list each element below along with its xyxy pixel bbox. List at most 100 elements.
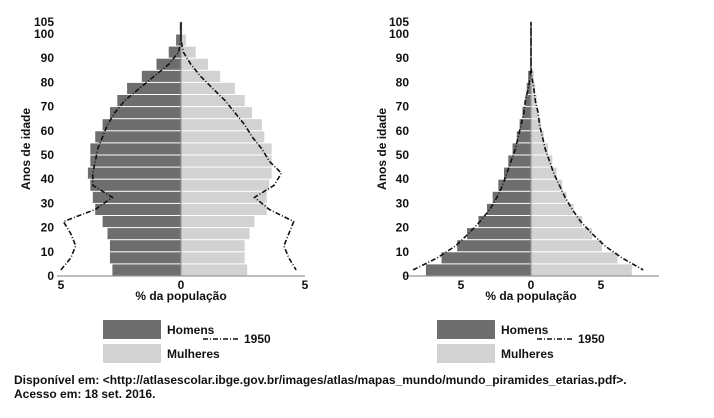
bar-men-25-29	[486, 203, 531, 215]
bar-women-95-99	[181, 34, 186, 46]
y-tick-label-60: 60	[396, 124, 410, 138]
bar-men-80-84	[528, 70, 531, 82]
y-tick-label-30: 30	[41, 196, 55, 210]
legend-label-1950: 1950	[244, 332, 271, 346]
bar-women-65-69	[531, 107, 539, 119]
bar-men-20-24	[102, 216, 181, 228]
series-line-1950	[412, 21, 644, 271]
y-tick-label-10: 10	[396, 245, 410, 259]
bar-men-30-34	[92, 191, 181, 203]
y-tick-label-90: 90	[396, 51, 410, 65]
y-axis-label: Anos de idade	[375, 108, 389, 190]
legend-label-1950: 1950	[578, 332, 605, 346]
bar-men-0-4	[112, 264, 181, 276]
bar-women-75-79	[181, 82, 235, 94]
bar-men-10-14	[109, 240, 181, 252]
x-tick-label-2: 5	[302, 278, 309, 292]
x-tick-label-0: 5	[58, 278, 65, 292]
legend-right: Homens Mulheres 1950	[437, 320, 657, 366]
bar-men-40-44	[504, 167, 531, 179]
bar-women-55-59	[181, 131, 265, 143]
y-tick-label-50: 50	[396, 148, 410, 162]
bar-men-30-34	[492, 191, 531, 203]
y-tick-label-0: 0	[402, 269, 409, 283]
source-citation: Disponível em: <http://atlasescolar.ibge…	[14, 373, 627, 401]
bar-men-95-99	[176, 34, 181, 46]
bar-men-70-74	[525, 95, 531, 107]
bar-men-45-49	[508, 155, 531, 167]
bar-women-10-14	[181, 240, 245, 252]
bar-men-50-54	[90, 143, 181, 155]
legend-left: Homens Mulheres 1950	[103, 320, 323, 366]
bar-men-15-19	[107, 228, 181, 240]
legend-swatch-men	[103, 320, 161, 339]
bar-women-60-64	[531, 119, 541, 131]
bar-men-40-44	[87, 167, 181, 179]
bar-women-15-19	[181, 228, 250, 240]
y-tick-label-105: 105	[389, 15, 409, 29]
bar-men-65-69	[109, 107, 181, 119]
source-access-date: Acesso em: 18 set. 2016.	[14, 387, 156, 401]
bar-men-35-39	[90, 179, 181, 191]
legend-label-men: Homens	[501, 323, 549, 337]
bar-men-50-54	[512, 143, 531, 155]
y-tick-label-90: 90	[41, 51, 55, 65]
bar-men-55-59	[95, 131, 181, 143]
y-tick-label-40: 40	[396, 172, 410, 186]
y-tick-label-20: 20	[396, 221, 410, 235]
y-tick-label-100: 100	[389, 27, 409, 41]
bar-men-5-9	[441, 252, 531, 264]
bar-men-10-14	[457, 240, 531, 252]
legend-line-1950	[203, 338, 239, 340]
bar-women-0-4	[531, 264, 632, 276]
y-tick-label-60: 60	[41, 124, 55, 138]
bar-women-25-29	[531, 203, 574, 215]
bar-women-35-39	[531, 179, 563, 191]
bar-men-75-79	[526, 82, 531, 94]
bar-women-15-19	[531, 228, 593, 240]
bar-women-50-54	[181, 143, 272, 155]
bar-women-70-74	[181, 95, 245, 107]
bar-women-40-44	[181, 167, 272, 179]
bar-women-20-24	[531, 216, 583, 228]
bar-women-40-44	[531, 167, 557, 179]
bar-women-45-49	[181, 155, 272, 167]
bar-women-70-74	[531, 95, 537, 107]
y-tick-label-70: 70	[41, 100, 55, 114]
bar-women-25-29	[181, 203, 267, 215]
y-tick-label-30: 30	[396, 196, 410, 210]
bar-women-50-54	[531, 143, 549, 155]
y-tick-label-10: 10	[41, 245, 55, 259]
bar-men-15-19	[467, 228, 531, 240]
bar-women-60-64	[181, 119, 262, 131]
x-axis-label: % da população	[485, 289, 576, 303]
bar-women-55-59	[531, 131, 544, 143]
bar-women-30-34	[181, 191, 267, 203]
y-axis-label: Anos de idade	[19, 108, 33, 190]
x-axis-label: % da população	[135, 289, 226, 303]
series-line-1950	[60, 21, 297, 271]
bar-men-0-4	[425, 264, 531, 276]
bar-women-0-4	[181, 264, 248, 276]
y-tick-label-20: 20	[41, 221, 55, 235]
y-tick-label-80: 80	[41, 75, 55, 89]
y-tick-label-50: 50	[41, 148, 55, 162]
bar-women-80-84	[531, 70, 534, 82]
y-tick-label-40: 40	[41, 172, 55, 186]
bar-men-90-94	[168, 46, 181, 58]
legend-label-women: Mulheres	[501, 347, 554, 361]
bar-women-85-89	[181, 58, 208, 70]
bar-women-65-69	[181, 107, 253, 119]
legend-label-women: Mulheres	[167, 347, 220, 361]
legend-swatch-women	[103, 344, 161, 363]
bar-men-25-29	[95, 203, 181, 215]
x-tick-label-1: 0	[178, 278, 185, 292]
bar-men-65-69	[522, 107, 531, 119]
bar-women-20-24	[181, 216, 255, 228]
bar-women-10-14	[531, 240, 602, 252]
y-tick-label-70: 70	[396, 100, 410, 114]
bar-women-30-34	[531, 191, 567, 203]
y-tick-label-105: 105	[34, 15, 54, 29]
bar-women-90-94	[181, 46, 196, 58]
